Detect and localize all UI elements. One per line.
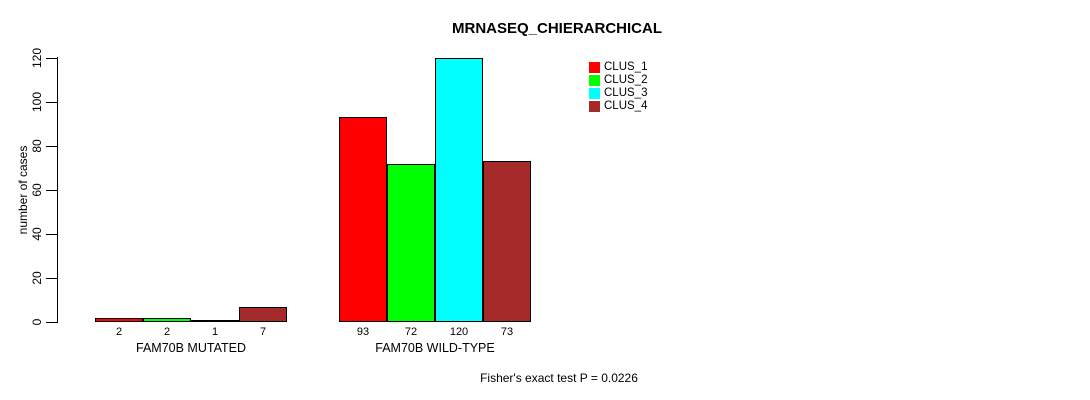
legend-swatch-clus_3 <box>589 88 600 99</box>
legend-label: CLUS_3 <box>604 87 648 99</box>
legend-swatch-clus_4 <box>589 101 600 112</box>
y-tick <box>46 58 57 59</box>
y-axis-line <box>57 57 58 323</box>
bar-value-label: 73 <box>500 326 514 338</box>
legend-item-clus_1: CLUS_1 <box>589 61 648 73</box>
bar-clus_2-fam70b-wild-type <box>387 164 435 322</box>
bar-value-label: 7 <box>259 326 267 338</box>
chart-title: MRNASEQ_CHIERARCHICAL <box>451 20 663 37</box>
y-axis-title: number of cases <box>16 145 30 235</box>
legend-item-clus_3: CLUS_3 <box>589 87 648 99</box>
legend-label: CLUS_2 <box>604 74 648 86</box>
y-tick <box>46 322 57 323</box>
y-tick <box>46 278 57 279</box>
bar-clus_1-fam70b-mutated <box>95 318 143 322</box>
bar-clus_3-fam70b-mutated <box>191 320 239 322</box>
legend-swatch-clus_2 <box>589 75 600 86</box>
legend-label: CLUS_4 <box>604 100 648 112</box>
bar-clus_3-fam70b-wild-type <box>435 58 483 322</box>
bar-value-label: 120 <box>449 326 469 338</box>
legend: CLUS_1 CLUS_2 CLUS_3 CLUS_4 <box>589 61 648 112</box>
y-tick-label: 100 <box>30 91 44 113</box>
y-tick <box>46 102 57 103</box>
y-tick <box>46 190 57 191</box>
bar-value-label: 2 <box>115 326 123 338</box>
y-tick-label: 80 <box>30 139 44 153</box>
y-tick-label: 40 <box>30 227 44 241</box>
y-tick-label: 20 <box>30 271 44 285</box>
bar-clus_1-fam70b-wild-type <box>339 117 387 322</box>
legend-item-clus_2: CLUS_2 <box>589 74 648 86</box>
y-tick <box>46 234 57 235</box>
bar-clus_2-fam70b-mutated <box>143 318 191 322</box>
bar-clus_4-fam70b-wild-type <box>483 161 531 322</box>
bar-value-label: 2 <box>163 326 171 338</box>
y-tick <box>46 146 57 147</box>
y-tick-label: 0 <box>30 318 44 326</box>
bar-clus_4-fam70b-mutated <box>239 307 287 322</box>
bar-value-label: 93 <box>356 326 370 338</box>
x-group-label: FAM70B WILD-TYPE <box>375 341 495 355</box>
legend-swatch-clus_1 <box>589 62 600 73</box>
y-tick-label: 60 <box>30 183 44 197</box>
bar-value-label: 1 <box>211 326 219 338</box>
legend-item-clus_4: CLUS_4 <box>589 100 648 112</box>
x-group-label: FAM70B MUTATED <box>136 341 246 355</box>
y-tick-label: 120 <box>30 47 44 69</box>
bar-value-label: 72 <box>404 326 418 338</box>
legend-label: CLUS_1 <box>604 61 648 73</box>
fisher-test-annotation: Fisher's exact test P = 0.0226 <box>480 371 638 385</box>
